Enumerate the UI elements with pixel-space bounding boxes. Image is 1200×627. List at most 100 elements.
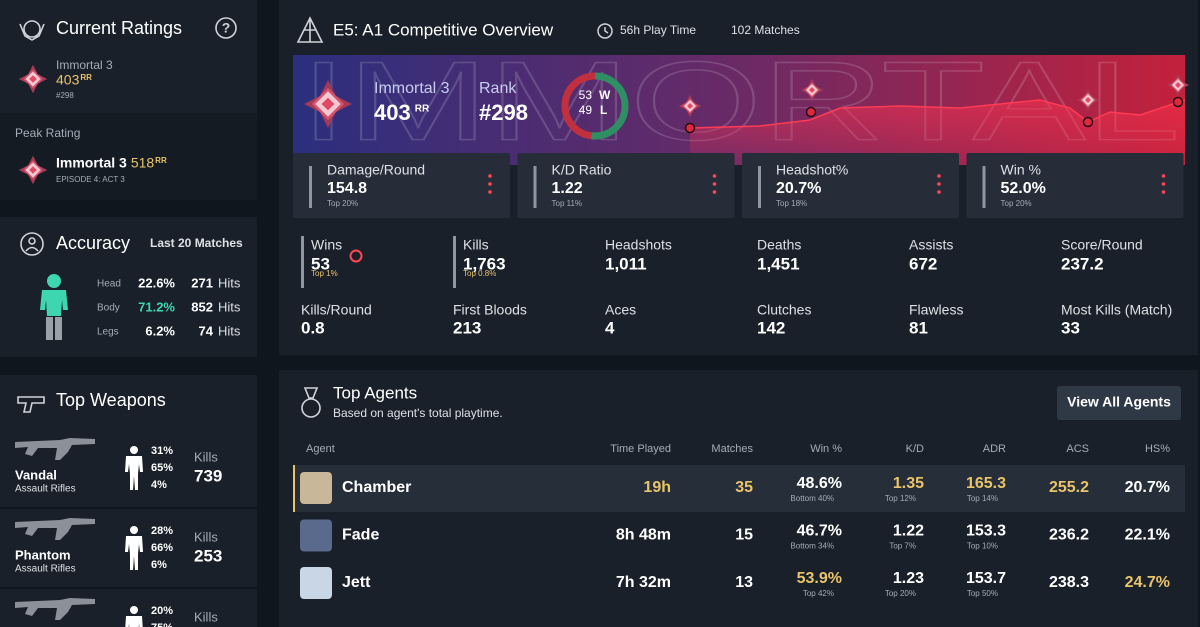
play-time: 56h Play Time xyxy=(620,23,696,37)
percentile-bar xyxy=(301,236,304,288)
menu-dot xyxy=(1161,182,1166,186)
weapon-name: Phantom xyxy=(15,547,71,562)
agent-stat-rank: Top 50% xyxy=(967,589,998,598)
column-header: ACS xyxy=(1066,443,1089,455)
menu-dot xyxy=(937,174,941,178)
stat-label: Most Kills (Match) xyxy=(1061,302,1172,318)
weapon-image xyxy=(15,598,95,620)
stat-label: Damage/Round xyxy=(327,162,425,178)
hit-count: 74 xyxy=(199,323,214,338)
agent-stat: 236.2 xyxy=(1049,527,1089,544)
kills-label: Kills xyxy=(194,529,218,544)
stat-card xyxy=(966,153,1184,218)
stat-value: 237.2 xyxy=(1061,254,1104,273)
stat-value: 33 xyxy=(1061,318,1080,337)
wins-value: 53 xyxy=(579,88,593,102)
ratings-icon xyxy=(19,20,45,41)
agent-portrait xyxy=(300,472,332,504)
rank-rating: 518 xyxy=(131,155,155,171)
stat-rank: Top 20% xyxy=(327,199,358,208)
agent-name: Jett xyxy=(342,574,371,591)
hit-count: 271 xyxy=(191,275,213,290)
selected-row xyxy=(293,465,1185,512)
agent-stat: 13 xyxy=(735,574,753,591)
hit-unit: Hits xyxy=(218,323,241,338)
section-label: Peak Rating xyxy=(15,126,80,140)
stat-value: 4 xyxy=(605,318,615,337)
stat-label: Win % xyxy=(1001,162,1041,178)
agent-stat: 165.3 xyxy=(966,475,1006,492)
agent-stat: 1.22 xyxy=(893,523,924,540)
wins-label: W xyxy=(599,88,611,102)
hit-part: Legs xyxy=(97,327,119,338)
peak-section xyxy=(0,113,257,200)
stat-value: 672 xyxy=(909,254,937,273)
agent-stat: 46.7% xyxy=(797,523,842,540)
kills-label: Kills xyxy=(194,449,218,464)
hit-unit: Hits xyxy=(218,299,241,314)
stat-value: 81 xyxy=(909,318,928,337)
weapon-image xyxy=(15,518,95,540)
agent-stat: 20.7% xyxy=(1125,479,1170,496)
weapon-class: Assault Rifles xyxy=(15,564,76,575)
column-header: Time Played xyxy=(610,443,671,455)
panel-title: E5: A1 Competitive Overview xyxy=(333,20,554,39)
agent-stat-rank: Top 10% xyxy=(967,542,998,551)
stat-label: Deaths xyxy=(757,237,801,253)
stat-value: 213 xyxy=(453,318,481,337)
stat-label: Kills/Round xyxy=(301,302,372,318)
losses-value: 49 xyxy=(579,103,593,117)
medal-icon xyxy=(301,387,321,418)
banner-position: #298 xyxy=(479,100,528,125)
menu-dot xyxy=(488,174,492,178)
stat-label: Score/Round xyxy=(1061,237,1143,253)
match-count: 102 Matches xyxy=(731,23,800,37)
agent-stat: 19h xyxy=(643,479,671,496)
help-icon[interactable] xyxy=(215,17,237,39)
menu-dot xyxy=(488,182,492,186)
weapon-hit-percent: 75% xyxy=(151,622,173,627)
hit-part: Body xyxy=(97,303,120,314)
rank-name: Immortal 3 xyxy=(56,155,127,171)
panel-title: Top Agents xyxy=(333,383,417,402)
stat-rank: Top 1% xyxy=(311,269,338,278)
losses-label: L xyxy=(600,103,607,117)
stat-label: Flawless xyxy=(909,302,963,318)
stat-label: Kills xyxy=(463,237,489,253)
stat-label: Headshots xyxy=(605,237,672,253)
agent-stat: 238.3 xyxy=(1049,574,1089,591)
agent-stat-rank: Bottom 40% xyxy=(790,494,834,503)
loss-arc xyxy=(561,72,629,140)
stat-value: 142 xyxy=(757,318,785,337)
agent-stat-rank: Top 12% xyxy=(885,494,916,503)
kills-value: 739 xyxy=(194,466,222,485)
rating-unit: RR xyxy=(155,156,167,165)
season-label: EPISODE 4: ACT 3 xyxy=(56,175,125,184)
rank-name: Immortal 3 xyxy=(56,58,113,72)
rank-rating: 403 xyxy=(56,72,80,88)
button-label[interactable]: View All Agents xyxy=(1067,394,1171,410)
stat-rank: Top 18% xyxy=(776,199,807,208)
banner-rank-label: Rank xyxy=(479,80,517,97)
percentile-bar xyxy=(309,166,312,208)
weapon-hit-percent: 4% xyxy=(151,479,167,491)
stat-card xyxy=(293,153,510,218)
banner-rating: 403 xyxy=(374,100,411,125)
panel-subtitle: Last 20 Matches xyxy=(150,236,243,250)
agent-stat: 1.35 xyxy=(893,475,924,492)
agent-stat: 153.3 xyxy=(966,523,1006,540)
view-all-button[interactable] xyxy=(1057,386,1181,420)
weapon-hit-percent: 65% xyxy=(151,462,173,474)
stat-label: Headshot% xyxy=(776,162,848,178)
hit-unit: Hits xyxy=(218,275,241,290)
panel-title: Current Ratings xyxy=(56,18,182,38)
stat-rank: Top 11% xyxy=(552,199,583,208)
rating-unit: RR xyxy=(415,104,430,115)
column-header: Agent xyxy=(306,443,335,455)
agent-stat-rank: Top 14% xyxy=(967,494,998,503)
percentile-bar xyxy=(758,166,761,208)
weapon-image xyxy=(15,438,95,460)
panel-title: Top Weapons xyxy=(56,390,166,410)
agent-name: Fade xyxy=(342,527,379,544)
